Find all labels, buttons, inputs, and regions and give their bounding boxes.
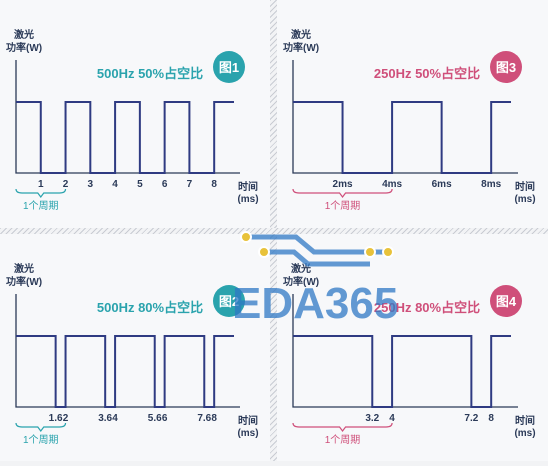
- x-tick-label: 3: [88, 179, 94, 190]
- y-axis-label-line2: 功率(W): [6, 41, 42, 54]
- period-label: 1个周期: [23, 434, 59, 446]
- x-axis-unit-line1: 时间: [238, 414, 258, 427]
- chart-title: 250Hz 50%占空比: [374, 66, 480, 81]
- pulse-waveform: [293, 335, 511, 408]
- x-axis-unit-line2: (ms): [514, 428, 535, 439]
- chart-title: 500Hz 50%占空比: [97, 66, 203, 81]
- x-tick-label: 2: [63, 179, 69, 190]
- x-axis-unit-line1: 时间: [238, 180, 258, 193]
- figure-badge: [490, 285, 522, 317]
- x-tick-label: 7.6: [197, 413, 211, 424]
- y-axis-label-line1: 激光: [14, 262, 34, 275]
- y-axis-label-line1: 激光: [291, 28, 311, 41]
- period-brace: [292, 188, 393, 198]
- period-brace: [292, 422, 393, 432]
- x-tick-label: 6: [162, 179, 168, 190]
- y-axis-label-line2: 功率(W): [6, 275, 42, 288]
- x-tick-label: 7.2: [464, 413, 478, 424]
- pulse-waveform: [16, 335, 234, 408]
- x-axis-unit-line1: 时间: [515, 414, 535, 427]
- x-axis-unit-line2: (ms): [237, 194, 258, 205]
- x-axis-unit-line2: (ms): [237, 428, 258, 439]
- y-axis-label-line2: 功率(W): [283, 41, 319, 54]
- x-tick-label: 2: [63, 413, 69, 424]
- panel-figure-1: 激光 功率(W) 500Hz 50%占空比 图1 1 2 3 4 5 6 7 8 时间 (ms) 1个周期: [0, 0, 270, 228]
- x-tick-label: 4: [389, 413, 395, 424]
- y-axis-label-line2: 功率(W): [283, 275, 319, 288]
- figure-badge-label: 图2: [219, 294, 239, 309]
- pulse-waveform: [16, 101, 234, 174]
- x-tick-label: 7: [187, 179, 193, 190]
- x-tick-label: 4: [112, 413, 118, 424]
- y-axis-label-line1: 激光: [14, 28, 34, 41]
- period-brace: [15, 422, 67, 432]
- x-tick-label: 8: [211, 179, 217, 190]
- x-tick-label: 8ms: [481, 179, 501, 190]
- axes: [292, 294, 518, 408]
- x-tick-label: 4: [112, 179, 118, 190]
- period-brace: [15, 188, 67, 198]
- x-tick-label: 6ms: [432, 179, 452, 190]
- x-axis-unit-line1: 时间: [515, 180, 535, 193]
- x-tick-label: 4ms: [382, 179, 402, 190]
- y-axis-label-line1: 激光: [291, 262, 311, 275]
- horizontal-divider: [0, 228, 548, 234]
- chart-title: 500Hz 80%占空比: [97, 300, 203, 315]
- x-axis-unit-line2: (ms): [514, 194, 535, 205]
- x-tick-label: 1: [38, 179, 44, 190]
- x-tick-label: 5: [137, 179, 143, 190]
- figure-badge-label: 图3: [496, 60, 516, 75]
- x-tick-label: 8: [211, 413, 217, 424]
- x-tick-label: 1.6: [49, 413, 63, 424]
- x-tick-label: 6: [162, 413, 168, 424]
- x-tick-label: 2ms: [333, 179, 353, 190]
- figure-badge: [213, 285, 245, 317]
- panel-figure-2: 激光 功率(W) 500Hz 80%占空比 图2 1.6 2 3.6 4 5.6 6 7.6 8 时间(…: [0, 234, 270, 461]
- x-tick-label: 3.2: [365, 413, 379, 424]
- x-tick-label: 8: [488, 413, 494, 424]
- x-tick-label: 5.6: [148, 413, 162, 424]
- x-tick-label: 3.6: [98, 413, 112, 424]
- period-label: 1个周期: [325, 434, 361, 446]
- figure-badge: [490, 51, 522, 83]
- figure-badge-label: 图1: [219, 60, 239, 75]
- figure-badge-label: 图4: [496, 294, 517, 309]
- figure-badge: [213, 51, 245, 83]
- pulse-waveform: [293, 101, 511, 174]
- period-label: 1个周期: [325, 200, 361, 212]
- panel-figure-4: 激光 功率(W) 250Hz 80%占空比 图4 3.2 4 7.2 8 时间 (ms) 1个周期: [277, 234, 548, 461]
- panel-figure-3: 激光 功率(W) 250Hz 50%占空比 图3 2ms 4ms 6ms 8ms 时间 (ms) 1…: [277, 0, 548, 228]
- period-label: 1个周期: [23, 200, 59, 212]
- chart-title: 250Hz 80%占空比: [374, 300, 480, 315]
